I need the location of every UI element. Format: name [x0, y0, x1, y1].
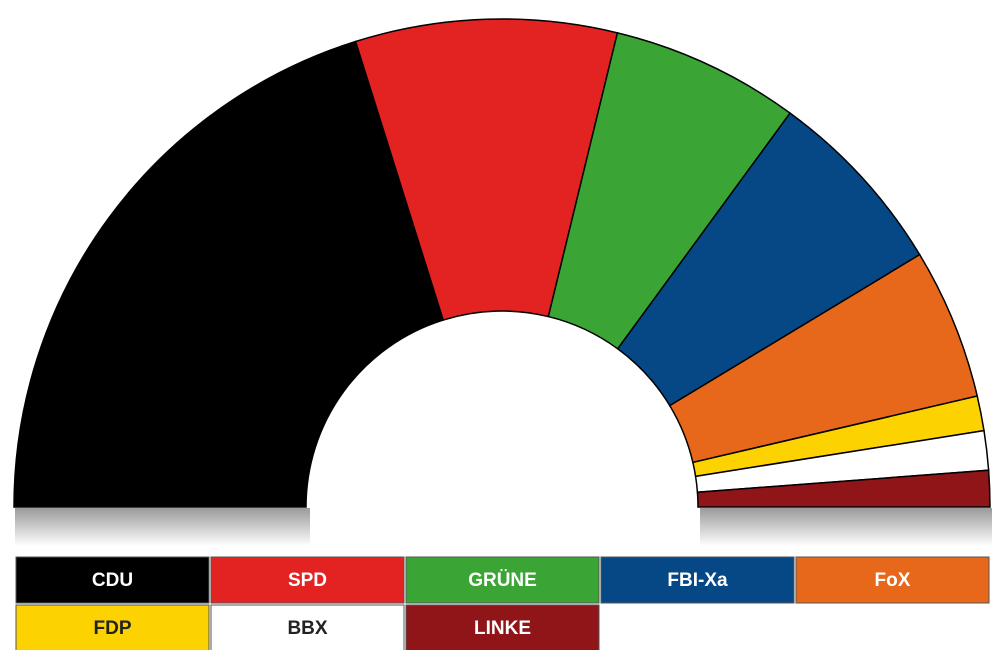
- legend-swatch: [405, 604, 600, 650]
- seat-segment: [696, 469, 991, 508]
- reflection: [700, 508, 992, 546]
- legend-swatch: [210, 604, 405, 650]
- legend-swatch: [15, 556, 210, 604]
- legend-swatch: [15, 604, 210, 650]
- legend-label: LINKE: [474, 618, 531, 639]
- legend-label: FBI-Xa: [667, 570, 728, 591]
- legend-swatch: [600, 556, 795, 604]
- legend-label: FoX: [875, 570, 911, 591]
- seat-segment: [354, 18, 619, 321]
- legend-label: BBX: [287, 618, 327, 639]
- legend-label: CDU: [92, 570, 133, 591]
- seat-segment: [13, 40, 445, 508]
- reflection: [15, 508, 310, 546]
- legend-label: SPD: [288, 570, 327, 591]
- legend-swatch: [795, 556, 990, 604]
- legend-swatch: [405, 556, 600, 604]
- legend-label: GRÜNE: [468, 570, 537, 591]
- legend-label: FDP: [94, 618, 132, 639]
- legend-swatch: [210, 556, 405, 604]
